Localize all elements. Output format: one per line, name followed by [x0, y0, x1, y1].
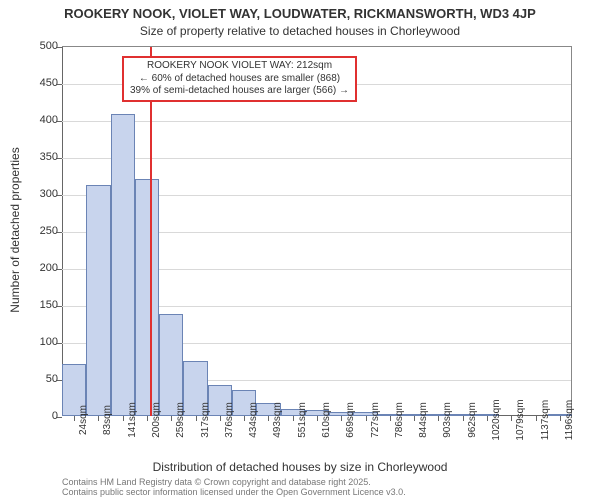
x-axis-label: Distribution of detached houses by size … [0, 460, 600, 474]
x-tick-mark [268, 416, 269, 421]
x-tick-mark [438, 416, 439, 421]
x-tick-label: 376sqm [224, 402, 235, 438]
x-tick-label: 669sqm [345, 402, 356, 438]
x-tick-label: 962sqm [467, 402, 478, 438]
x-tick-mark [536, 416, 537, 421]
histogram-bar [86, 185, 110, 416]
y-tick-label: 250 [18, 225, 58, 237]
chart-container: ROOKERY NOOK, VIOLET WAY, LOUDWATER, RIC… [0, 0, 600, 500]
x-tick-label: 727sqm [370, 402, 381, 438]
x-tick-label: 24sqm [78, 405, 89, 435]
chart-title-main: ROOKERY NOOK, VIOLET WAY, LOUDWATER, RIC… [0, 6, 600, 21]
x-tick-label: 844sqm [418, 402, 429, 438]
x-tick-label: 551sqm [297, 402, 308, 438]
annotation-box: ROOKERY NOOK VIOLET WAY: 212sqm← 60% of … [122, 56, 357, 102]
x-tick-label: 1196sqm [564, 400, 575, 440]
x-tick-mark [341, 416, 342, 421]
x-tick-label: 317sqm [200, 402, 211, 438]
y-tick-label: 300 [18, 188, 58, 200]
histogram-bar [159, 314, 183, 416]
x-tick-mark [366, 416, 367, 421]
x-tick-label: 1020sqm [491, 399, 502, 440]
y-tick-label: 200 [18, 262, 58, 274]
x-tick-label: 83sqm [102, 405, 113, 435]
y-tick-label: 0 [18, 410, 58, 422]
chart-title-sub: Size of property relative to detached ho… [0, 24, 600, 38]
plot-area [62, 46, 572, 416]
x-tick-mark [244, 416, 245, 421]
x-tick-mark [317, 416, 318, 421]
x-tick-mark [147, 416, 148, 421]
reference-line [150, 47, 152, 416]
annotation-line: ← 60% of detached houses are smaller (86… [130, 73, 349, 86]
x-tick-label: 259sqm [175, 402, 186, 438]
footer-line-2: Contains public sector information licen… [62, 487, 406, 497]
x-tick-label: 200sqm [151, 402, 162, 438]
histogram-bar [111, 114, 135, 416]
x-tick-mark [414, 416, 415, 421]
annotation-line: 39% of semi-detached houses are larger (… [130, 85, 349, 98]
y-tick-label: 450 [18, 77, 58, 89]
x-tick-label: 903sqm [442, 402, 453, 438]
x-tick-mark [511, 416, 512, 421]
x-tick-mark [74, 416, 75, 421]
x-tick-mark [171, 416, 172, 421]
annotation-line: ROOKERY NOOK VIOLET WAY: 212sqm [130, 60, 349, 73]
x-tick-label: 434sqm [248, 402, 259, 438]
x-tick-mark [98, 416, 99, 421]
y-tick-label: 350 [18, 151, 58, 163]
x-tick-label: 786sqm [394, 402, 405, 438]
grid-line [62, 158, 571, 159]
x-tick-mark [560, 416, 561, 421]
x-tick-mark [196, 416, 197, 421]
x-tick-label: 493sqm [272, 402, 283, 438]
x-tick-label: 1079sqm [515, 399, 526, 440]
grid-line [62, 121, 571, 122]
x-tick-label: 610sqm [321, 402, 332, 438]
y-tick-label: 50 [18, 373, 58, 385]
x-tick-label: 1137sqm [540, 400, 551, 440]
x-tick-mark [390, 416, 391, 421]
x-tick-mark [220, 416, 221, 421]
y-tick-label: 500 [18, 40, 58, 52]
y-tick-label: 150 [18, 299, 58, 311]
x-tick-mark [463, 416, 464, 421]
y-tick-label: 400 [18, 114, 58, 126]
footer-line-1: Contains HM Land Registry data © Crown c… [62, 477, 406, 487]
footer-attribution: Contains HM Land Registry data © Crown c… [62, 477, 406, 498]
histogram-bar [135, 179, 159, 416]
x-tick-label: 141sqm [127, 402, 138, 438]
x-tick-mark [487, 416, 488, 421]
y-tick-label: 100 [18, 336, 58, 348]
x-tick-mark [123, 416, 124, 421]
x-tick-mark [293, 416, 294, 421]
